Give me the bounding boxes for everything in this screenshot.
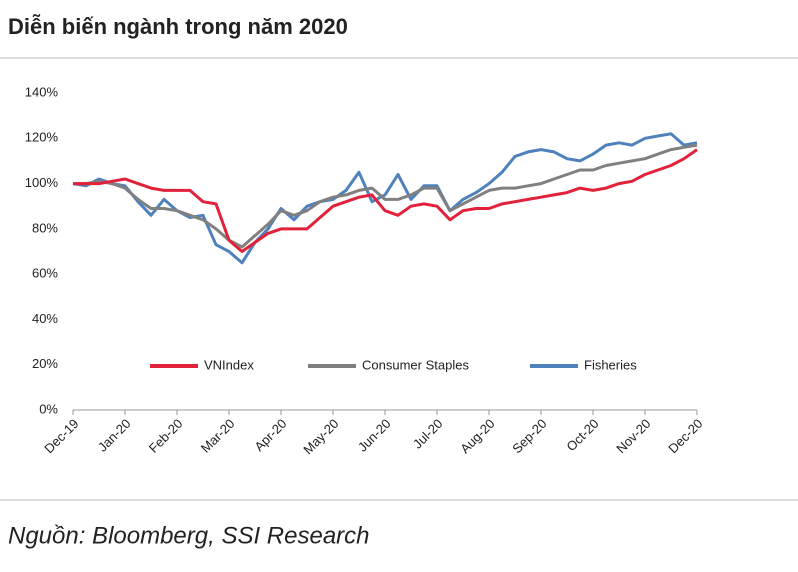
x-tick-label: Feb-20	[146, 416, 186, 456]
x-tick-label: Sep-20	[509, 416, 549, 456]
y-tick-label: 0%	[39, 401, 58, 416]
chart-title: Diễn biến ngành trong năm 2020	[8, 14, 348, 39]
source: Nguồn: Bloomberg, SSI Research	[8, 522, 370, 549]
x-tick-label: Dec-19	[41, 416, 81, 456]
x-tick-label: Apr-20	[251, 416, 289, 454]
legend-label: Fisheries	[584, 357, 637, 372]
x-tick-label: Mar-20	[198, 416, 238, 456]
y-tick-label: 60%	[32, 266, 58, 281]
x-tick-label: Aug-20	[457, 416, 497, 456]
x-tick-label: Dec-20	[665, 416, 705, 456]
x-tick-label: Nov-20	[613, 416, 653, 456]
y-tick-label: 40%	[32, 311, 58, 326]
legend-label: VNIndex	[204, 357, 254, 372]
x-tick-label: Oct-20	[563, 416, 601, 454]
legend-label: Consumer Staples	[362, 357, 469, 372]
series-line	[73, 148, 698, 253]
x-tick-label: Jan-20	[95, 416, 134, 455]
x-tick-label: Jun-20	[355, 416, 394, 455]
x-tick-label: May-20	[300, 416, 341, 457]
y-tick-label: 100%	[25, 175, 59, 190]
y-tick-label: 140%	[25, 84, 59, 99]
y-tick-label: 120%	[25, 130, 59, 145]
y-tick-label: 80%	[32, 220, 58, 235]
series-line	[73, 143, 698, 249]
y-tick-label: 20%	[32, 356, 58, 371]
x-tick-label: Jul-20	[410, 416, 446, 452]
